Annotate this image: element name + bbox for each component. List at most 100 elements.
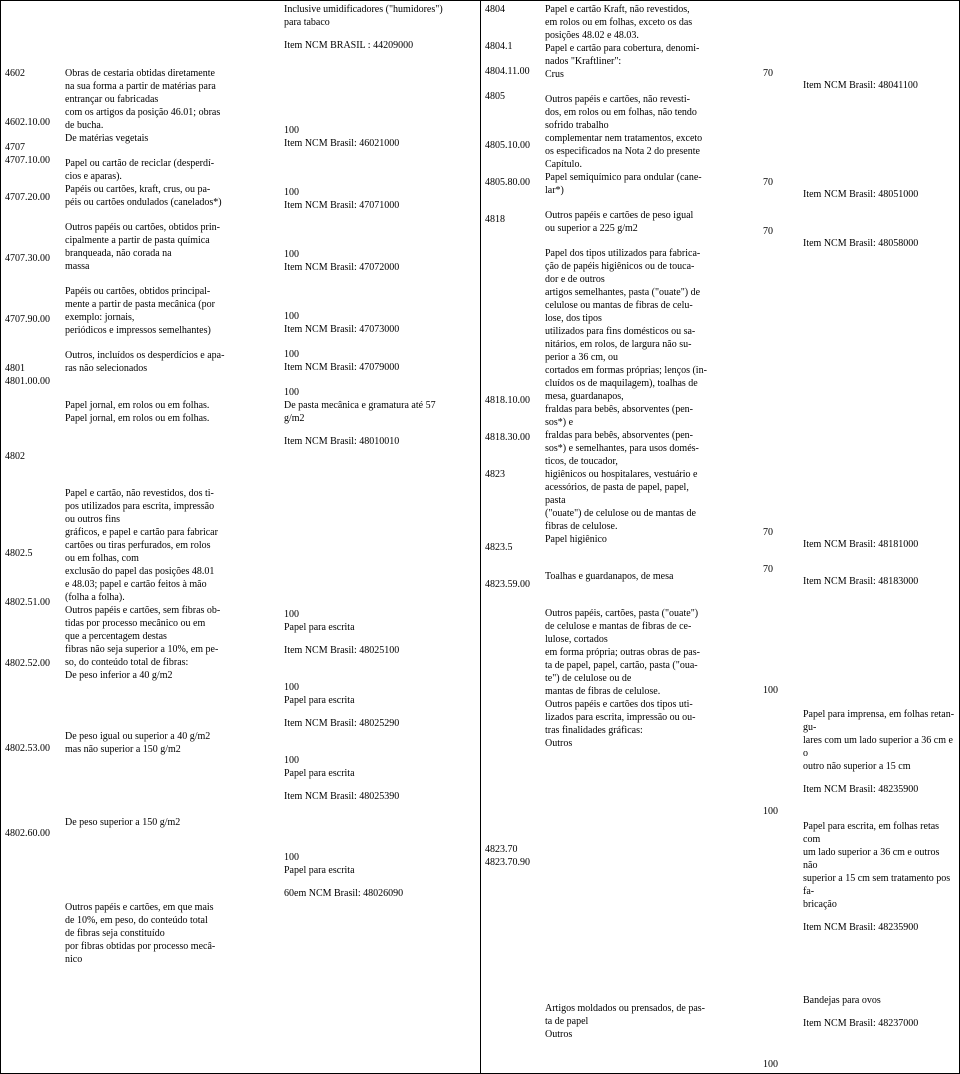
tariff-description: so, do conteúdo total de fibras: <box>65 656 276 669</box>
tariff-description: Crus <box>545 68 755 81</box>
percentage-value: 100 <box>284 248 476 261</box>
percentage-value: 100 <box>763 1058 795 1071</box>
tariff-description: sos*) e semelhantes, para usos domés- <box>545 442 755 455</box>
tariff-description: pasta <box>545 494 755 507</box>
tariff-description: mas não superior a 150 g/m2 <box>65 743 276 756</box>
tariff-description: de 10%, em peso, do conteúdo total <box>65 914 276 927</box>
tariff-code: 4823.70.90 <box>485 856 537 869</box>
tariff-description: os especificados na Nota 2 do presente <box>545 145 755 158</box>
tariff-description: gráficos, e papel e cartão para fabricar <box>65 526 276 539</box>
tariff-description: ou outros fins <box>65 513 276 526</box>
tariff-description: nitários, em rolos, de largura não su- <box>545 338 755 351</box>
ncm-text: outro não superior a 15 cm <box>803 760 955 773</box>
ncm-text: Item NCM Brasil: 48041100 <box>803 79 955 92</box>
tariff-code: 4818.10.00 <box>485 394 537 407</box>
ncm-text: Item NCM Brasil: 48025390 <box>284 790 476 803</box>
tariff-description: ta de papel <box>545 1015 755 1028</box>
ncm-text: lares com um lado superior a 36 cm e <box>803 734 955 747</box>
tariff-description: tras finalidades gráficas: <box>545 724 755 737</box>
percentage-value: 100 <box>284 608 476 621</box>
tariff-description: lose, dos tipos <box>545 312 755 325</box>
ncm-text: fa- <box>803 885 955 898</box>
percentage-value: 100 <box>284 754 476 767</box>
tariff-description: e 48.03; papel e cartão feitos à mão <box>65 578 276 591</box>
tariff-code: 4602.10.00 <box>5 116 57 129</box>
percentage-value: 70 <box>763 526 795 539</box>
tariff-description: com os artigos da posição 46.01; obras <box>65 106 276 119</box>
tariff-code: 4707.90.00 <box>5 313 57 326</box>
tariff-code: 4707.20.00 <box>5 191 57 204</box>
tariff-description: ção de papéis higiênicos ou de touca- <box>545 260 755 273</box>
tariff-description: Papel jornal, em rolos ou em folhas. <box>65 412 276 425</box>
tariff-description: (folha a folha). <box>65 591 276 604</box>
tariff-code: 4802.53.00 <box>5 742 57 755</box>
ncm-text: Item NCM Brasil: 48051000 <box>803 188 955 201</box>
tariff-code: 4707 <box>5 141 57 154</box>
ncm-text: um lado superior a 36 cm e outros não <box>803 846 955 872</box>
left-ncm-column: Inclusive umidificadores ("humidores")pa… <box>280 1 480 1073</box>
tariff-description: Papel ou cartão de reciclar (desperdí- <box>65 157 276 170</box>
tariff-code: 4707.10.00 <box>5 154 57 167</box>
tariff-description: por fibras obtidas por processo mecâ- <box>65 940 276 953</box>
tariff-description: artigos semelhantes, pasta ("ouate") de <box>545 286 755 299</box>
ncm-text: Item NCM Brasil: 48010010 <box>284 435 476 448</box>
percentage-value: 70 <box>763 225 795 238</box>
ncm-text: superior a 15 cm sem tratamento pos <box>803 872 955 885</box>
tariff-description: péis ou cartões ondulados (canelados*) <box>65 196 276 209</box>
tariff-description: massa <box>65 260 276 273</box>
tariff-description: acessórios, de pasta de papel, papel, <box>545 481 755 494</box>
ncm-text: gu- <box>803 721 955 734</box>
tariff-code: 4802.51.00 <box>5 596 57 609</box>
tariff-description: Outros, incluídos os desperdícios e apa- <box>65 349 276 362</box>
ncm-text: Papel para escrita <box>284 621 476 634</box>
tariff-code: 4823 <box>485 468 537 481</box>
tariff-description: lizados para escrita, impressão ou ou- <box>545 711 755 724</box>
right-description-column: Papel e cartão Kraft, não revestidos,em … <box>541 1 759 1073</box>
ncm-text: Item NCM Brasil: 48025100 <box>284 644 476 657</box>
ncm-text: Papel para escrita <box>284 694 476 707</box>
tariff-description: Outros papéis, cartões, pasta ("ouate") <box>545 607 755 620</box>
tariff-code: 4805.10.00 <box>485 139 537 152</box>
tariff-description: Outros papéis e cartões dos tipos uti- <box>545 698 755 711</box>
tariff-description: sos*) e <box>545 416 755 429</box>
ncm-text: Papel para imprensa, em folhas retan- <box>803 708 955 721</box>
tariff-description: dor e de outros <box>545 273 755 286</box>
tariff-description: Outros papéis e cartões de peso igual <box>545 209 755 222</box>
tariff-description: perior a 36 cm, ou <box>545 351 755 364</box>
percentage-value: 100 <box>284 310 476 323</box>
tariff-code: 4823.5 <box>485 541 537 554</box>
tariff-description: Papéis ou cartões, obtidos principal- <box>65 285 276 298</box>
tariff-description: Artigos moldados ou prensados, de pas- <box>545 1002 755 1015</box>
tariff-description: De peso igual ou superior a 40 g/m2 <box>65 730 276 743</box>
tariff-description: Papel e cartão para cobertura, denomi- <box>545 42 755 55</box>
ncm-text: g/m2 <box>284 412 476 425</box>
tariff-description: fraldas para bebês, absorventes (pen- <box>545 403 755 416</box>
tariff-description: lar*) <box>545 184 755 197</box>
tariff-description: fibras de celulose. <box>545 520 755 533</box>
tariff-description: Papel dos tipos utilizados para fabrica- <box>545 247 755 260</box>
tariff-code: 4818 <box>485 213 537 226</box>
tariff-description: De peso superior a 150 g/m2 <box>65 816 276 829</box>
tariff-description: de bucha. <box>65 119 276 132</box>
tariff-code: 4802.60.00 <box>5 827 57 840</box>
tariff-code: 4823.70 <box>485 843 537 856</box>
tariff-code: 4801.00.00 <box>5 375 57 388</box>
tariff-description: nados "Kraftliner": <box>545 55 755 68</box>
tariff-description: ou em folhas, com <box>65 552 276 565</box>
tariff-description: mantas de fibras de celulose. <box>545 685 755 698</box>
ncm-text: Item NCM Brasil: 47071000 <box>284 199 476 212</box>
tariff-code: 4707.30.00 <box>5 252 57 265</box>
tariff-description: Capítulo. <box>545 158 755 171</box>
tariff-code: 4804.1 <box>485 40 537 53</box>
tariff-description: complementar nem tratamentos, exceto <box>545 132 755 145</box>
tariff-description: exemplo: jornais, <box>65 311 276 324</box>
tariff-description: mente a partir de pasta mecânica (por <box>65 298 276 311</box>
ncm-text: Item NCM Brasil: 48025290 <box>284 717 476 730</box>
percentage-value: 100 <box>763 684 795 697</box>
right-qty-column: 7070707070100100100 <box>759 1 799 1073</box>
tariff-description: fibras não seja superior a 10%, em pe- <box>65 643 276 656</box>
ncm-text: Item NCM Brasil: 48183000 <box>803 575 955 588</box>
left-code-column: 46024602.10.0047074707.10.004707.20.0047… <box>1 1 61 1073</box>
ncm-text: Item NCM Brasil: 47073000 <box>284 323 476 336</box>
tariff-description: cipalmente a partir de pasta química <box>65 234 276 247</box>
